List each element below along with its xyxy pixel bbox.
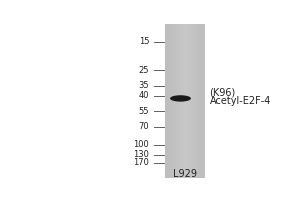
Bar [192,24,193,178]
Bar [198,24,199,178]
Bar [185,24,186,178]
Bar [172,24,173,178]
Bar [183,24,184,178]
Bar [180,24,181,178]
Bar [170,24,171,178]
Text: 15: 15 [139,37,149,46]
Bar [165,24,166,178]
Bar [195,24,196,178]
Bar [202,24,203,178]
Bar [193,24,194,178]
Text: 35: 35 [139,81,149,90]
Bar [188,24,189,178]
Text: 55: 55 [139,107,149,116]
Bar [187,24,188,178]
Bar [182,24,183,178]
Text: 70: 70 [139,122,149,131]
Text: Acetyl-E2F-4: Acetyl-E2F-4 [210,96,271,106]
Bar [186,24,187,178]
Bar [175,24,176,178]
Bar [201,24,202,178]
Bar [176,24,177,178]
Bar [177,24,178,178]
Text: 40: 40 [139,91,149,100]
Bar [197,24,198,178]
Bar [168,24,169,178]
Bar [196,24,197,178]
Text: 100: 100 [133,140,149,149]
Text: (K96): (K96) [210,87,236,97]
Bar [191,24,192,178]
Bar [194,24,195,178]
Bar [200,24,201,178]
Bar [190,24,191,178]
Bar [189,24,190,178]
Bar [166,24,167,178]
Text: 130: 130 [133,150,149,159]
Bar [179,24,180,178]
Text: L929: L929 [173,169,197,179]
Bar [184,24,185,178]
Text: 25: 25 [139,66,149,75]
Bar [174,24,175,178]
Bar [178,24,179,178]
Bar [181,24,182,178]
Bar [169,24,170,178]
Bar [171,24,172,178]
Bar [173,24,174,178]
Bar [167,24,168,178]
Bar [203,24,204,178]
Bar [199,24,200,178]
Bar [204,24,205,178]
Ellipse shape [170,95,191,102]
Text: 170: 170 [133,158,149,167]
